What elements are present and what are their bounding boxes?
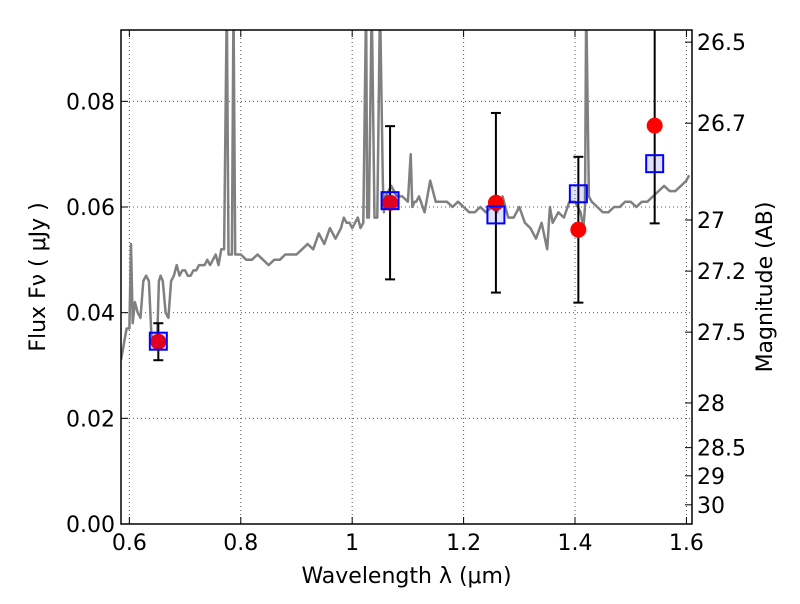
y2-tick-label: 30 — [697, 494, 725, 519]
y2-tick-label: 27.2 — [697, 260, 746, 285]
y2-tick-label: 26.5 — [697, 31, 746, 56]
y2-tick-label: 27.5 — [697, 321, 746, 346]
y2-tick-label: 28 — [697, 392, 725, 417]
y2-tick-label: 27 — [697, 209, 725, 234]
x-axis-label: Wavelength λ (μm) — [301, 564, 511, 589]
model-box — [568, 184, 588, 204]
x-tick-label: 0.8 — [223, 531, 258, 556]
y-tick-label: 0.08 — [66, 90, 115, 115]
x-tick-label: 1.6 — [669, 531, 704, 556]
model-box — [486, 205, 506, 225]
plot-layer — [121, 30, 691, 362]
model-box — [380, 191, 400, 211]
x-tick-label: 1.4 — [558, 531, 593, 556]
x-tick-label: 1 — [345, 531, 359, 556]
tick-layer: 0.6 0.8 1 1.2 1.4 1.6 0.00 0.02 0.04 0.06 0.08 26.5… — [66, 30, 746, 556]
model-box — [645, 154, 665, 174]
model-box — [148, 331, 168, 351]
spectrum-line — [121, 30, 691, 361]
y2-tick-label: 29 — [697, 465, 725, 490]
y2-tick-label: 28.5 — [697, 437, 746, 462]
y-tick-label: 0.04 — [66, 302, 115, 327]
data-point — [646, 117, 663, 134]
y-axis-label: Flux Fν ( μJy ) — [26, 202, 51, 351]
x-tick-label: 1.2 — [446, 531, 481, 556]
y-tick-label: 0.06 — [66, 196, 115, 221]
y2-axis-label: Magnitude (AB) — [753, 202, 778, 373]
data-point — [570, 221, 587, 238]
plot-frame — [120, 29, 693, 525]
x-tick-label: 0.6 — [112, 531, 147, 556]
y-tick-label: 0.00 — [66, 513, 115, 538]
y2-tick-label: 26.7 — [697, 112, 746, 137]
y-tick-label: 0.02 — [66, 407, 115, 432]
